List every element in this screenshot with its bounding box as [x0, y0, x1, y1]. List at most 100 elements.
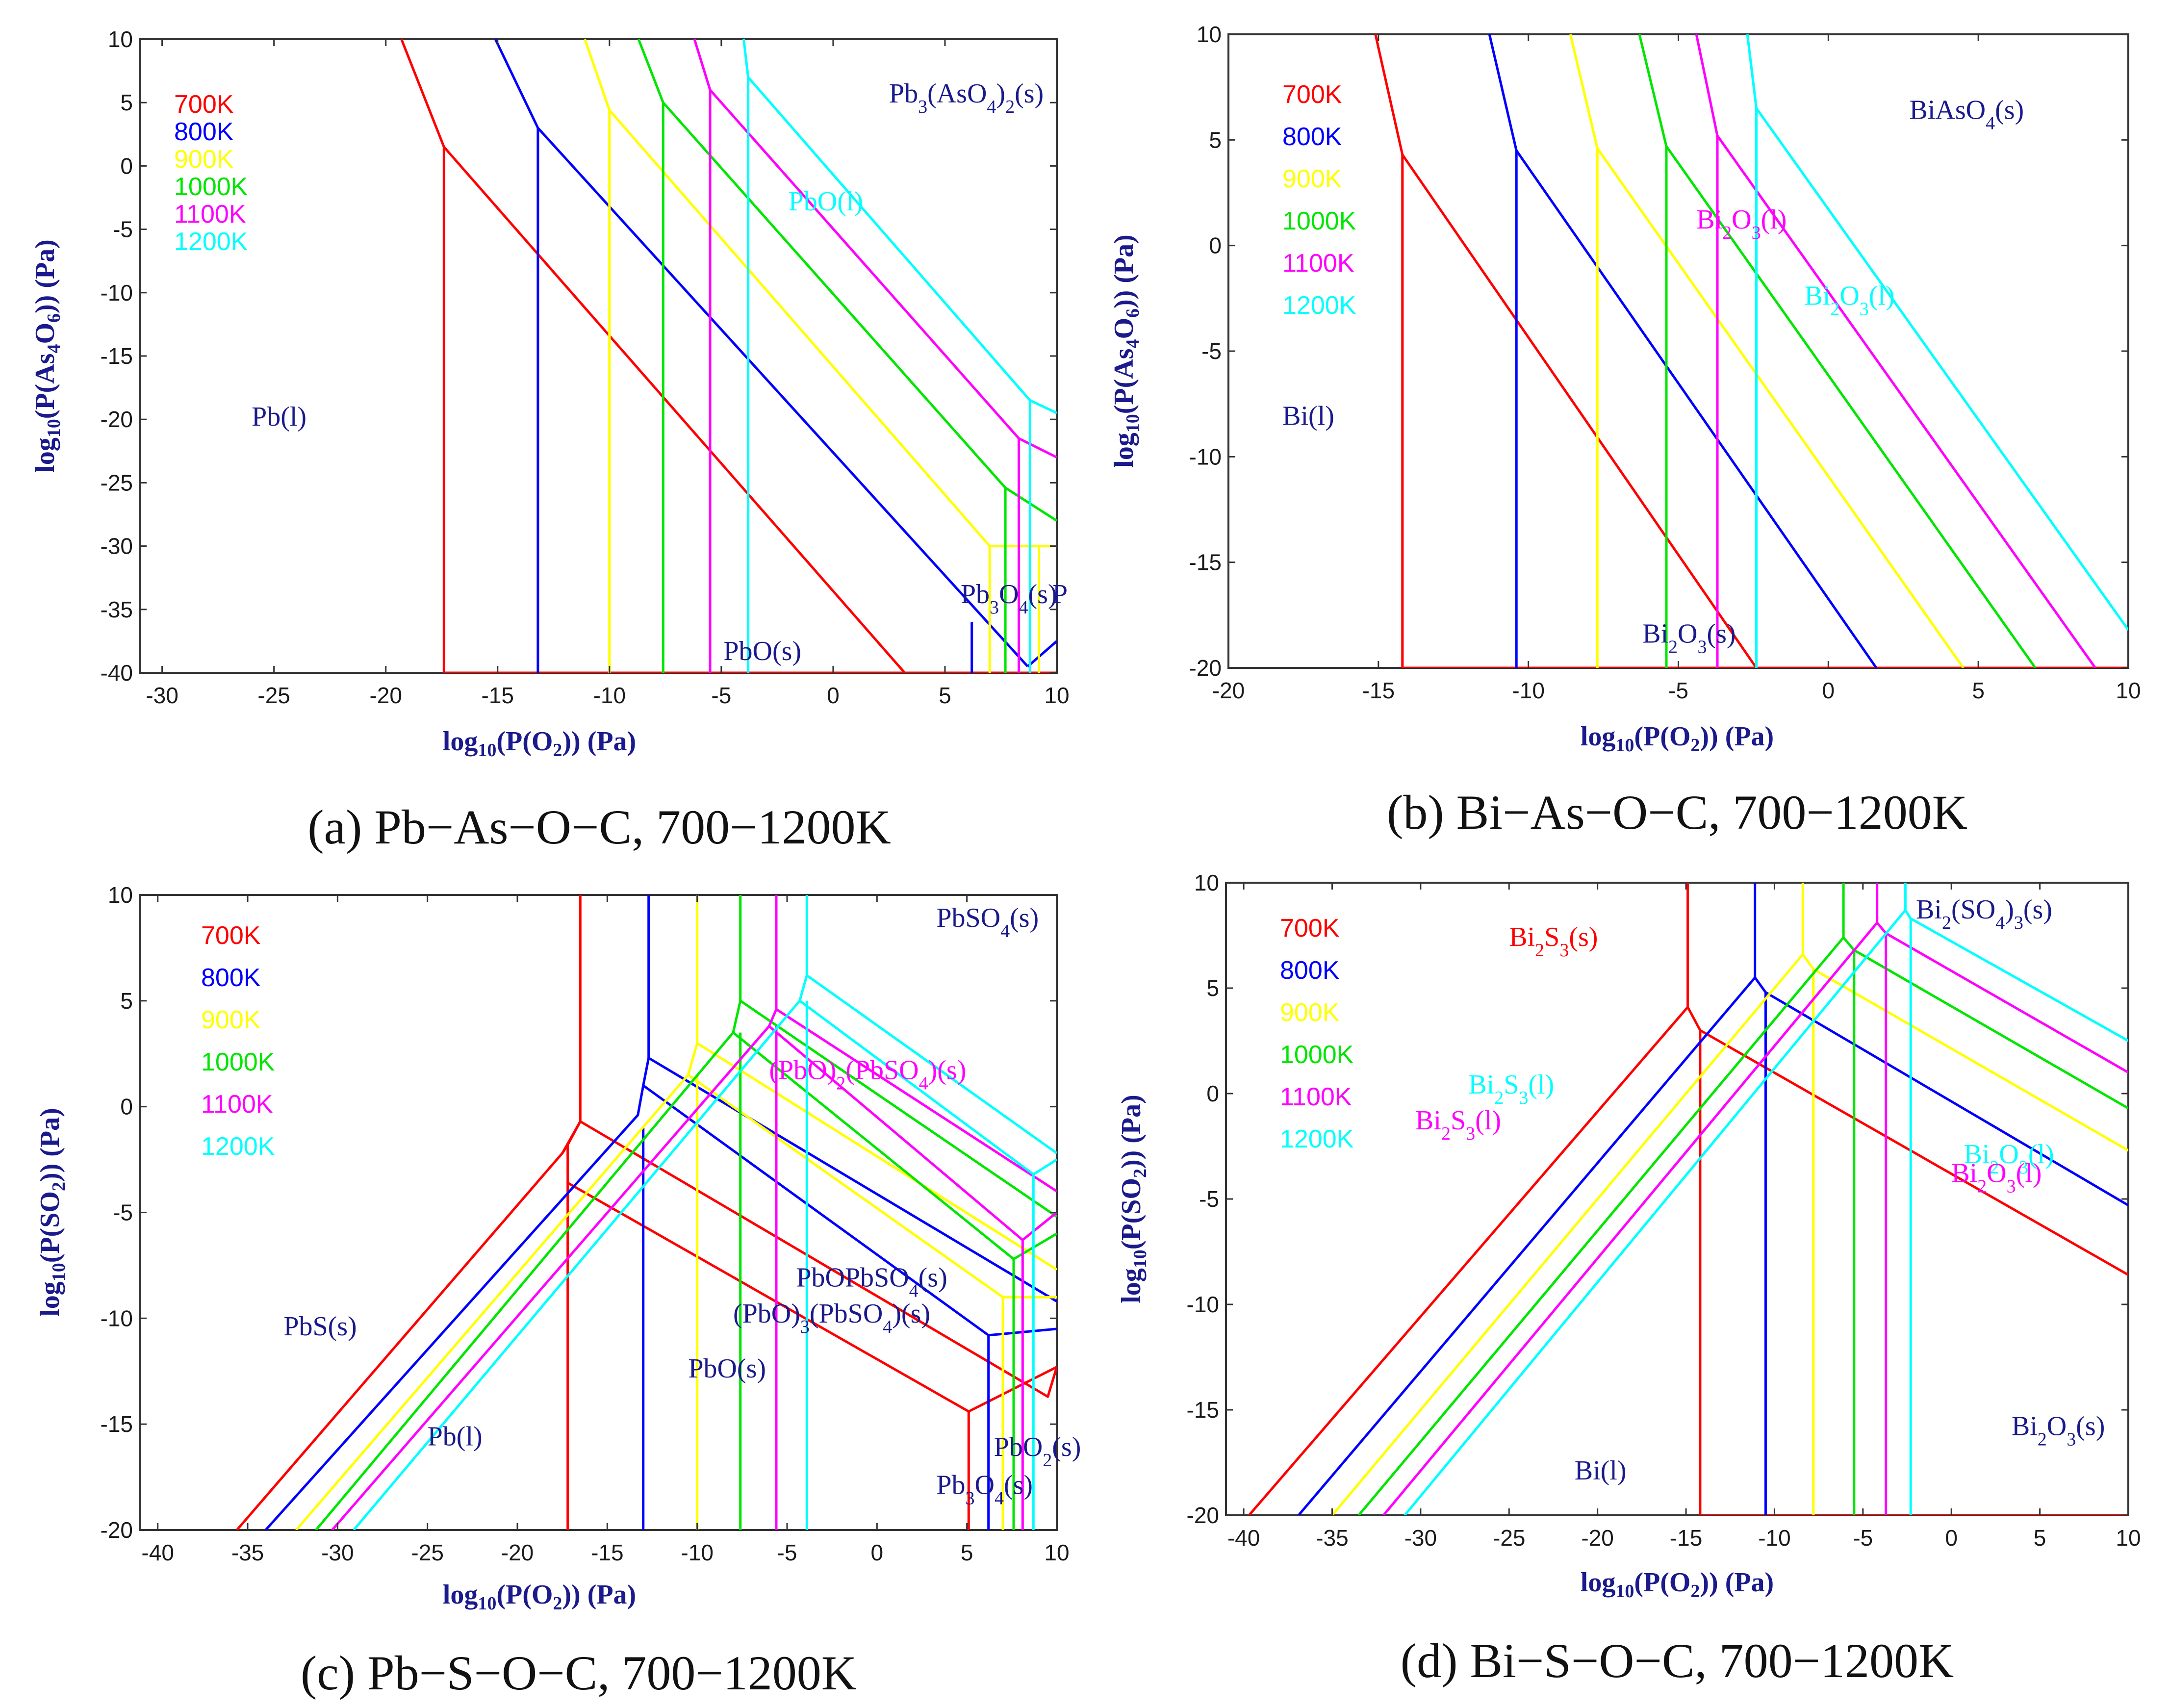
series-line-900k-b-1 — [1596, 148, 1965, 668]
y-tick-label: -15 — [101, 1411, 133, 1437]
x-axis-label-d: log10(P(O2)) (Pa) — [1581, 1567, 1774, 1602]
legend-entry-1200k: 1200K — [1282, 291, 1356, 320]
x-tick-label: -30 — [146, 683, 178, 708]
legend-entry-1000k: 1000K — [1282, 207, 1356, 235]
series-line-700k-c-2 — [561, 1120, 1057, 1398]
series-line-1200k-d-2 — [1910, 917, 2128, 1042]
legend-entry-900k: 900K — [174, 145, 234, 174]
y-axis-label-c: log10(P(SO2)) (Pa) — [35, 1108, 69, 1317]
plot-frame-d — [1225, 882, 2129, 1516]
x-tick-label: -15 — [591, 1540, 623, 1565]
legend-entry-1000k: 1000K — [174, 173, 248, 201]
series-line-1200k-c-0 — [353, 895, 808, 1530]
legend-entry-800k: 800K — [1282, 123, 1342, 151]
x-axis-label-b: log10(P(O2)) (Pa) — [1581, 721, 1774, 756]
y-tick-label: 0 — [120, 153, 133, 178]
legend-entry-800k: 800K — [174, 118, 234, 146]
region-label: PbO2(s) — [994, 1432, 1081, 1471]
legend-entry-1100k: 1100K — [174, 200, 246, 229]
y-tick-label: -10 — [1189, 444, 1222, 469]
region-label: Pb3O4(s) — [936, 1470, 1033, 1509]
caption-d: (d) Bi−S−O−C, 700−1200K — [1401, 1633, 1954, 1688]
x-tick-label: -20 — [1212, 678, 1245, 703]
legend-entry-1000k: 1000K — [201, 1048, 275, 1076]
x-tick-label: 0 — [827, 683, 840, 708]
series-line-1100k-b-1 — [1716, 135, 2096, 668]
x-tick-label: 0 — [1945, 1525, 1958, 1551]
x-tick-label: -25 — [411, 1540, 443, 1565]
plot-marks-c: -40 -35 -30 -25 -20 -15 -10 -5 0 5 10 -20 -15 -10 -5 0 5… — [101, 882, 1081, 1565]
series-group-d — [1248, 883, 2128, 1515]
y-tick-label: -5 — [113, 1200, 133, 1225]
region-label: Bi(l) — [1282, 401, 1334, 432]
region-label: (PbO)3(PbSO4)(s) — [733, 1299, 930, 1337]
legend-entry-800k: 800K — [201, 964, 261, 992]
series-line-800k-b-1 — [1515, 150, 1878, 668]
y-tick-label: -10 — [101, 280, 133, 306]
y-tick-label: 0 — [1206, 1081, 1219, 1106]
y-tick-label: -5 — [1201, 338, 1222, 364]
x-tick-label: -35 — [231, 1540, 264, 1565]
x-tick-label: -20 — [1581, 1525, 1613, 1551]
y-tick-label: -15 — [1187, 1397, 1219, 1423]
y-tick-label: 0 — [1209, 233, 1222, 258]
region-label: Bi2O3(s) — [2012, 1411, 2105, 1450]
x-tick-label: 5 — [961, 1540, 973, 1565]
y-tick-label: 10 — [1194, 870, 1219, 895]
x-tick-label: -30 — [1404, 1525, 1437, 1551]
x-tick-label: 5 — [2034, 1525, 2046, 1551]
legend-entry-1200k: 1200K — [201, 1132, 275, 1161]
x-tick-label: -5 — [1853, 1525, 1873, 1551]
x-tick-label: -25 — [257, 683, 290, 708]
region-label: (PbO)2(PbSO4)(s) — [769, 1055, 966, 1094]
legend-entry-800k: 800K — [1280, 956, 1340, 985]
region-label: Pb3O4(s) — [961, 579, 1057, 618]
plot-frame-a — [139, 38, 1058, 674]
region-label: PbO(s) — [723, 636, 801, 666]
y-tick-label: 5 — [1209, 127, 1222, 153]
y-tick-label: -30 — [101, 534, 133, 559]
y-axis-label-b: log10(P(As4O6)) (Pa) — [1109, 234, 1143, 468]
series-line-700k-b-1 — [1401, 154, 1758, 668]
legend-entry-1100k: 1100K — [201, 1090, 273, 1119]
series-line-1100k-d-2 — [1885, 932, 2128, 1074]
x-tick-label: -10 — [681, 1540, 713, 1565]
x-tick-label: -10 — [1758, 1525, 1790, 1551]
series-line-800k-a-1 — [537, 127, 1029, 667]
x-tick-label: 10 — [1044, 1540, 1069, 1565]
y-tick-label: 10 — [1197, 22, 1222, 47]
series-group-a — [400, 39, 1057, 673]
region-label: Bi2O3(s) — [1642, 618, 1736, 657]
series-group-c — [236, 895, 1057, 1530]
series-line-1100k-c-4 — [1021, 1211, 1057, 1241]
plot-marks-b: -20 -15 -10 -5 0 5 10 -20 -15 -10 -5 0 5 10 700K 800K 90… — [1189, 22, 2141, 703]
region-label: PbSO4(s) — [936, 903, 1039, 942]
region-label: PbO(l) — [789, 186, 863, 217]
series-line-1200k-c-2 — [806, 974, 1057, 1154]
region-label: Bi2S3(l) — [1415, 1105, 1501, 1144]
region-label: Bi2O3(l) — [1951, 1158, 2042, 1197]
caption-b: (b) Bi−As−O−C, 700−1200K — [1387, 785, 1967, 840]
region-label: PbO(s) — [688, 1353, 766, 1384]
x-tick-label: -15 — [1670, 1525, 1702, 1551]
legend-entry-1200k: 1200K — [174, 228, 248, 256]
legend-entry-900k: 900K — [201, 1006, 261, 1034]
plot-frame-b — [1227, 33, 2129, 669]
panel-b: -20 -15 -10 -5 0 5 10 -20 -15 -10 -5 0 5 10 700K 800K 90… — [1109, 22, 2141, 840]
region-label: BiAsO4(s) — [1909, 95, 2024, 133]
x-tick-label: -5 — [711, 683, 731, 708]
x-tick-label: -30 — [321, 1540, 354, 1565]
panel-a: -30 -25 -20 -15 -10 -5 0 5 10 -40 -35 -30 -25 -20 -15 -… — [30, 26, 1070, 854]
y-tick-label: -5 — [1199, 1186, 1219, 1212]
series-line-800k-d-2 — [1765, 991, 2128, 1207]
y-tick-label: -20 — [1187, 1503, 1219, 1528]
y-tick-label: -10 — [101, 1305, 133, 1331]
y-tick-label: -5 — [113, 217, 133, 242]
caption-c: (c) Pb−S−O−C, 700−1200K — [301, 1646, 857, 1700]
y-tick-label: -35 — [101, 597, 133, 622]
series-line-900k-c-0 — [295, 895, 699, 1530]
series-line-1000k-c-4 — [1013, 1232, 1057, 1260]
x-tick-label: -40 — [141, 1540, 174, 1565]
series-line-1000k-c-0 — [315, 895, 742, 1530]
